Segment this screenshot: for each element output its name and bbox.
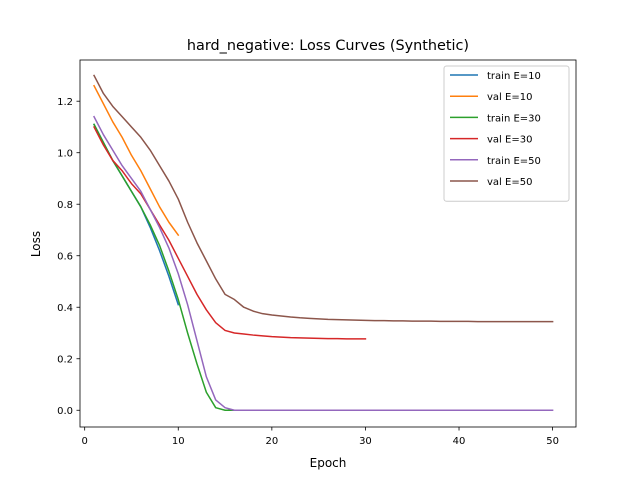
y-tick-label: 0.6 — [57, 251, 73, 262]
y-tick-label: 0.0 — [57, 406, 73, 417]
axes-frame — [79, 59, 577, 428]
y-tick-label: 1.2 — [57, 97, 73, 108]
y-tick-label: 0.8 — [57, 200, 73, 211]
y-tick-label: 0.4 — [57, 303, 73, 314]
x-tick-label: 10 — [172, 436, 185, 447]
series-line-3 — [93, 125, 367, 340]
y-tick-label: 1.0 — [57, 148, 73, 159]
legend-label: train E=50 — [487, 156, 541, 167]
legend-label: val E=30 — [487, 135, 532, 146]
legend-box — [443, 65, 570, 202]
plot-area: 0 10 20 30 40 50 0.0 0.2 0.4 0.6 0.8 1.0 1.2 train E=… — [57, 59, 577, 447]
x-tick-label: 40 — [453, 436, 466, 447]
series-line-5 — [93, 74, 554, 323]
series-line-4 — [93, 115, 554, 412]
legend-label: val E=10 — [487, 92, 532, 103]
series-line-1 — [93, 84, 180, 237]
y-tick-label: 0.2 — [57, 354, 73, 365]
x-axis-label: Epoch — [310, 456, 347, 470]
legend: train E=10 val E=10 train E=30 val E=30 trai… — [443, 65, 570, 202]
x-tick-label: 50 — [546, 436, 559, 447]
x-tick-label: 20 — [265, 436, 278, 447]
legend-label: train E=10 — [487, 71, 541, 82]
chart-title: hard_negative: Loss Curves (Synthetic) — [187, 38, 469, 54]
y-axis-label: Loss — [29, 231, 43, 257]
x-tick-label: 0 — [81, 436, 87, 447]
x-tick-label: 30 — [359, 436, 372, 447]
legend-label: train E=30 — [487, 113, 541, 124]
legend-label: val E=50 — [487, 177, 532, 188]
